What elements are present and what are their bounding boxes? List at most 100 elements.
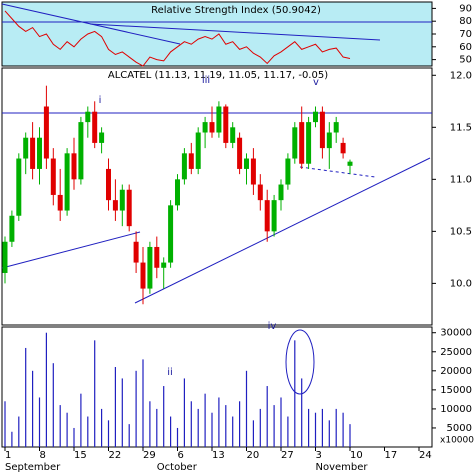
candle-body (57, 194, 63, 211)
dashed-line (299, 166, 376, 178)
candle-body (285, 158, 291, 185)
candle-body (195, 132, 201, 169)
x-tick-label: 3 (316, 450, 322, 461)
candle-body (161, 262, 167, 268)
y-tick-label: 60 (459, 42, 472, 53)
x-tick-label: 1 (5, 450, 11, 461)
price-title: ALCATEL (11.13, 11.19, 11.05, 11.17, -0.… (108, 70, 328, 81)
candle-body (223, 106, 229, 143)
candle-body (78, 122, 84, 180)
candle-body (313, 111, 318, 123)
y-tick-label: 11.5 (450, 122, 472, 133)
candle-body (92, 111, 98, 143)
y-tick-label: 10000 (440, 404, 472, 415)
candle-body (43, 106, 49, 159)
candle-body (347, 161, 353, 166)
x-tick-label: 15 (74, 450, 87, 461)
candle-body (257, 184, 263, 201)
rsi-trendline (89, 23, 381, 41)
rsi-line (4, 10, 351, 67)
support-line (1, 231, 141, 269)
x-tick-label: 10 (350, 450, 363, 461)
candle-body (50, 158, 56, 195)
support-line (134, 157, 431, 304)
candle-body (299, 122, 305, 164)
candle-body (244, 158, 249, 169)
candle-body (250, 158, 256, 185)
wave-label: i (99, 95, 102, 106)
y-tick-label: 25000 (440, 347, 472, 358)
x-tick-label: 24 (419, 450, 432, 461)
candle-body (237, 137, 243, 169)
candle-body (340, 142, 346, 154)
candle-body (16, 158, 22, 216)
candle-body (168, 205, 174, 263)
candle-body (126, 189, 132, 227)
candle-body (133, 241, 139, 263)
month-label: November (316, 462, 369, 472)
candle-body (271, 200, 277, 232)
x-tick-label: 8 (40, 450, 46, 461)
candle-body (2, 241, 8, 273)
candle-body (85, 111, 91, 123)
x-tick-label: 22 (109, 450, 122, 461)
candle-body (119, 189, 125, 211)
candle-body (154, 246, 160, 268)
volume-highlight (285, 329, 315, 395)
y-tick-label: 50 (459, 55, 472, 66)
candle-body (319, 111, 325, 149)
candle-body (64, 153, 70, 211)
x-tick-label: 13 (212, 450, 225, 461)
wave-label: iii (202, 75, 210, 86)
y-tick-label: 70 (459, 29, 472, 40)
volume-panel (1, 326, 433, 448)
volume-unit: x10000 (440, 436, 474, 446)
month-label: October (157, 462, 198, 472)
y-tick-label: 11.0 (450, 174, 472, 185)
candle-body (9, 215, 15, 242)
candle-body (306, 122, 312, 164)
candle-body (202, 122, 208, 133)
candle-body (188, 153, 194, 169)
x-tick-label: 17 (385, 450, 398, 461)
x-tick-label: 29 (143, 450, 156, 461)
candle-body (30, 137, 36, 169)
y-tick-label: 10.5 (450, 226, 472, 237)
y-tick-label: 10.0 (450, 278, 472, 289)
y-tick-label: 30000 (440, 328, 472, 339)
candle-body (230, 127, 236, 143)
candle-body (112, 200, 118, 211)
rsi-title: Relative Strength Index (50.9042) (151, 5, 321, 16)
y-tick-label: 20000 (440, 366, 472, 377)
candle-body (147, 246, 153, 289)
candle-body (23, 137, 29, 159)
x-tick-label: 6 (178, 450, 184, 461)
candle-body (333, 122, 339, 133)
candle-body (99, 132, 105, 143)
candle-body (264, 200, 270, 232)
y-tick-label: 80 (459, 16, 472, 27)
x-tick-label: 27 (281, 450, 294, 461)
y-tick-label: 15000 (440, 385, 472, 396)
candle-body (278, 184, 284, 201)
candle-body (71, 153, 77, 180)
wave-label: iv (268, 321, 277, 332)
candle-body (326, 132, 332, 149)
y-tick-label: 12.0 (450, 70, 472, 81)
x-tick-label: 20 (247, 450, 260, 461)
candle-body (292, 127, 298, 159)
candle-body (209, 122, 215, 133)
candle-body (106, 168, 111, 201)
wave-label: v (313, 77, 319, 88)
y-tick-label: 5000 (447, 423, 472, 434)
month-label: September (5, 462, 61, 472)
candle-body (140, 262, 146, 289)
candle-body (37, 137, 42, 169)
candle-body (181, 153, 187, 180)
candle-body (216, 106, 222, 133)
rsi-panel (1, 1, 433, 67)
candle-body (175, 179, 180, 206)
wave-label: ii (167, 367, 173, 378)
y-tick-label: 90 (459, 3, 472, 14)
